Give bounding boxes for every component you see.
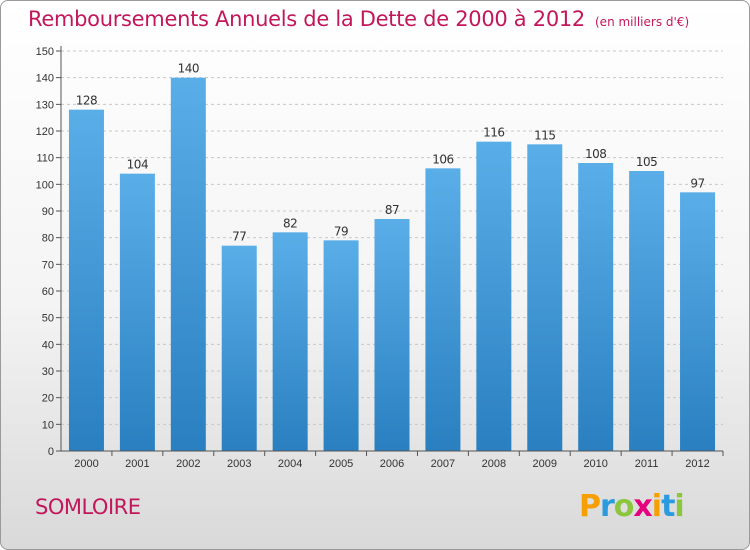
x-tick-label: 2010 <box>583 458 607 470</box>
x-tick-label: 2001 <box>125 458 149 470</box>
y-tick-label: 70 <box>42 259 54 271</box>
x-tick-label: 2000 <box>74 458 98 470</box>
x-tick-label: 2004 <box>278 458 302 470</box>
x-tick-label: 2011 <box>635 458 659 470</box>
x-tick-label: 2006 <box>380 458 404 470</box>
bar <box>578 163 614 451</box>
y-tick-label: 10 <box>42 419 54 431</box>
bar <box>374 219 410 451</box>
x-tick-label: 2012 <box>685 458 709 470</box>
bar <box>680 192 716 452</box>
bar <box>272 232 308 451</box>
x-axis: 2000 2001 2002 2003 2004 2005 2006 2007 2008 2009… <box>61 450 724 470</box>
data-label: 116 <box>483 126 504 140</box>
chart-title: Remboursements Annuels de la Dette de 20… <box>28 7 689 31</box>
x-tick-label: 2005 <box>329 458 353 470</box>
x-tick-label: 2003 <box>227 458 251 470</box>
y-tick-label: 130 <box>36 99 54 111</box>
bar <box>629 171 665 451</box>
data-label: 82 <box>283 216 297 230</box>
data-label: 77 <box>232 230 246 244</box>
bar <box>476 141 512 451</box>
data-label: 79 <box>334 224 348 238</box>
bar <box>221 245 257 451</box>
y-tick-label: 30 <box>42 366 54 378</box>
y-tick-label: 50 <box>42 313 54 325</box>
data-label: 97 <box>690 176 704 190</box>
logo-letter: r <box>600 489 615 524</box>
bar <box>119 173 155 451</box>
x-tick-label: 2008 <box>482 458 506 470</box>
y-tick-label: 20 <box>42 393 54 405</box>
x-tick-label: 2009 <box>533 458 557 470</box>
logo-letter: P <box>579 489 601 524</box>
y-tick-label: 40 <box>42 339 54 351</box>
y-tick-label: 150 <box>36 46 54 58</box>
y-axis: 0 10 20 30 40 50 60 70 80 90 100 110 120 130 140 150 <box>36 46 62 458</box>
chart-title-text: Remboursements Annuels de la Dette de 20… <box>28 7 585 31</box>
data-label: 105 <box>636 155 657 169</box>
data-label: 104 <box>127 158 148 172</box>
chart-unit-note: (en milliers d'€) <box>595 15 690 29</box>
y-tick-label: 90 <box>42 206 54 218</box>
y-tick-label: 100 <box>36 179 54 191</box>
logo-letter: x <box>633 489 652 524</box>
proxiti-logo: Proxiti <box>579 489 685 524</box>
bars: 128 104 140 77 82 79 87 106 116 115 108 105 97 <box>68 62 716 452</box>
y-tick-label: 60 <box>42 286 54 298</box>
y-tick-label: 80 <box>42 233 54 245</box>
x-tick-label: 2007 <box>431 458 455 470</box>
y-tick-label: 120 <box>36 126 54 138</box>
bar <box>170 77 206 452</box>
data-label: 108 <box>585 147 606 161</box>
bar <box>425 168 461 452</box>
logo-letter: i <box>651 489 662 524</box>
data-label: 140 <box>178 62 199 76</box>
data-label: 115 <box>534 128 555 142</box>
bar <box>323 240 359 451</box>
logo-letter: o <box>613 489 635 524</box>
bar <box>527 144 563 452</box>
logo-letter: t <box>661 489 675 524</box>
bar <box>68 109 104 452</box>
commune-name: SOMLOIRE <box>35 495 141 519</box>
data-label: 87 <box>385 203 399 217</box>
y-tick-label: 0 <box>48 446 54 458</box>
x-tick-label: 2002 <box>176 458 200 470</box>
data-label: 106 <box>432 152 453 166</box>
data-label: 128 <box>76 94 97 108</box>
y-tick-label: 110 <box>36 153 54 165</box>
logo-letter: i <box>674 489 684 524</box>
y-tick-label: 140 <box>36 73 54 85</box>
